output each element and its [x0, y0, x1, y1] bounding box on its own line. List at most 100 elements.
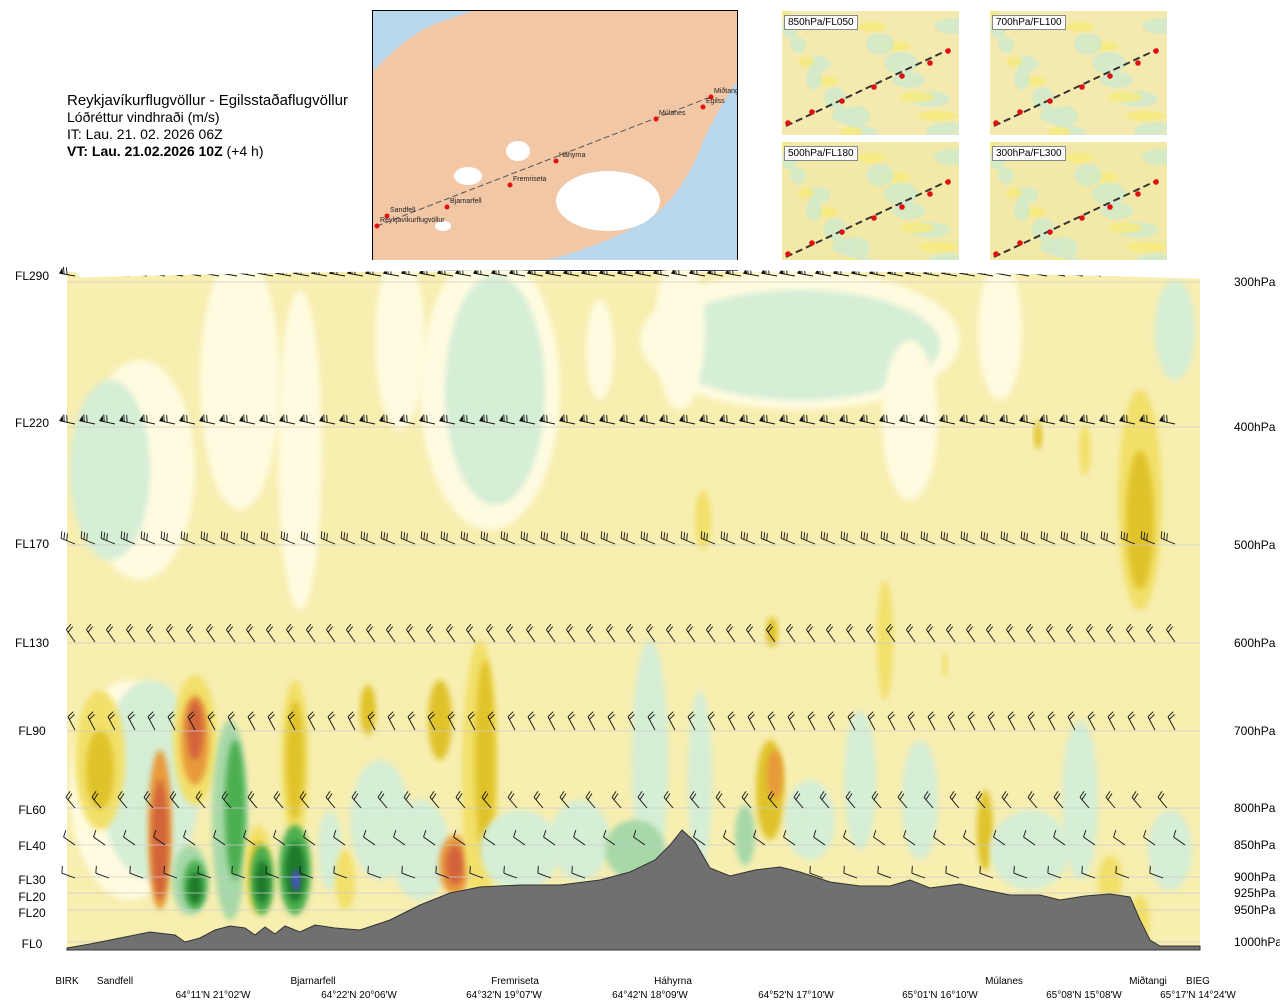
wind-barb [707, 711, 716, 731]
wind-barb [207, 711, 216, 731]
mini-map-field [858, 22, 886, 32]
mini-map-field [824, 87, 846, 109]
issue-time: IT: Lau. 21. 02. 2026 06Z [67, 126, 223, 142]
wind-barb [680, 531, 696, 545]
mini-map-field [824, 218, 846, 240]
overview-map[interactable]: Reykjavíkurflugvöllur Sandfell Bjarnarfell… [372, 10, 738, 271]
pressure-label: 800hPa [1234, 801, 1276, 815]
wind-barb [440, 531, 456, 545]
valid-time: VT: Lau. 21.02.2026 10Z [67, 143, 223, 159]
wind-barb [946, 623, 956, 643]
wind-cell [188, 872, 202, 904]
wind-barb [726, 623, 736, 643]
pressure-label: 700hPa [1234, 724, 1276, 738]
mini-map-field [900, 92, 934, 102]
wind-barb [423, 829, 436, 846]
wind-barb [719, 414, 736, 425]
mini-map-point [1017, 109, 1023, 115]
wind-barb [979, 865, 994, 879]
wind-barb [975, 790, 986, 809]
mini-map-field [1142, 18, 1167, 34]
wind-barb [903, 829, 916, 846]
wind-barb [1001, 790, 1012, 809]
flight-level-label: FL170 [15, 537, 49, 551]
wind-cell [660, 290, 940, 400]
mini-map-500-canvas [782, 142, 959, 266]
wind-cell [550, 800, 610, 880]
mini-map-point [899, 204, 905, 210]
wind-barb [860, 531, 876, 545]
wind-barb [183, 829, 196, 846]
wind-barb [979, 414, 996, 425]
mini-map-700[interactable]: 700hPa/FL100 [990, 11, 1167, 135]
mini-map-point [785, 120, 791, 126]
flight-level-label: FL130 [15, 636, 49, 650]
wind-barb [897, 790, 908, 809]
wind-cell [200, 270, 280, 510]
wind-barb [467, 711, 476, 731]
mini-map-point [1135, 191, 1141, 197]
wind-barb [867, 711, 876, 731]
location-label: Sandfell [97, 976, 133, 987]
wind-barb [840, 531, 856, 545]
wind-barb [533, 790, 544, 809]
wind-barb [877, 865, 892, 879]
wind-barb [603, 829, 616, 846]
wind-barb [607, 711, 616, 731]
pressure-label: 600hPa [1234, 636, 1276, 650]
wind-barb [363, 829, 376, 846]
wind-barb [239, 414, 256, 425]
flight-level-label: FL220 [15, 416, 49, 430]
wind-barb [480, 531, 496, 545]
wind-barb [845, 790, 856, 809]
mini-map-field [1108, 92, 1142, 102]
wind-barb [600, 531, 616, 545]
wind-cell [735, 805, 755, 865]
wind-barb [843, 829, 856, 846]
flight-level-label: FL90 [18, 724, 46, 738]
mini-map-850[interactable]: 850hPa/FL050 [782, 11, 959, 135]
wind-barb [166, 623, 176, 643]
wind-barb [367, 711, 376, 731]
wind-barb [487, 711, 496, 731]
wind-barb [499, 414, 516, 425]
wind-barb [446, 623, 456, 643]
wind-cell [1148, 810, 1192, 890]
wind-barb [666, 623, 676, 643]
wind-cell [1126, 450, 1154, 590]
pressure-label: 300hPa [1234, 275, 1276, 289]
mini-map-300-label: 300hPa/FL300 [992, 146, 1066, 161]
wind-barb [539, 414, 556, 425]
wind-barb [873, 829, 886, 846]
mini-map-300[interactable]: 300hPa/FL300 [990, 142, 1167, 266]
flight-level-axis: FL290 FL220 FL170 FL130 FL90 FL60 FL40 FL30 FL20… [15, 269, 49, 951]
wind-barb [640, 531, 656, 545]
wind-barb [807, 711, 816, 731]
wind-barb [611, 790, 622, 809]
wind-barb [160, 531, 176, 545]
mini-map-field [798, 57, 814, 67]
valid-time-line: VT: Lau. 21.02.2026 10Z (+4 h) [67, 143, 367, 160]
mini-map-point [1079, 84, 1085, 90]
wind-cell [977, 790, 993, 870]
wind-barb [886, 623, 896, 643]
coordinate-label: 64°11'N 21°02'W [175, 990, 251, 1001]
wind-barb [1023, 829, 1036, 846]
wind-barb [787, 711, 796, 731]
pressure-label: 1000hPa [1234, 935, 1280, 949]
route-point-label: Sandfell [390, 207, 416, 214]
wind-barb [960, 531, 976, 545]
wind-barb [540, 531, 556, 545]
wind-barb [667, 711, 676, 731]
wind-barb [586, 623, 596, 643]
wind-barb [61, 865, 76, 879]
wind-barb [377, 790, 388, 809]
wind-barb [966, 623, 976, 643]
mini-map-500[interactable]: 500hPa/FL180 [782, 142, 959, 266]
wind-barb [126, 623, 136, 643]
wind-barb [619, 414, 636, 425]
wind-barb [987, 711, 996, 731]
location-label: Bjarnarfell [290, 976, 335, 987]
plot-top-mask [67, 260, 1200, 279]
pressure-label: 900hPa [1234, 870, 1276, 884]
